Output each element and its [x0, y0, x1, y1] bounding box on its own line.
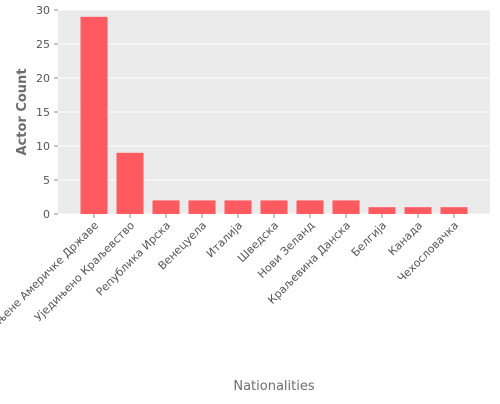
bar [188, 200, 216, 214]
bar [332, 200, 360, 214]
bar [440, 207, 468, 214]
bar [224, 200, 252, 214]
y-tick-label: 30 [36, 4, 50, 17]
y-tick-label: 0 [43, 208, 50, 221]
x-tick-label: Белгија [349, 219, 389, 259]
y-tick-label: 10 [36, 140, 50, 153]
bar [368, 207, 396, 214]
bar [116, 152, 144, 214]
y-tick-label: 25 [36, 38, 50, 51]
bars [80, 16, 468, 214]
bar [296, 200, 324, 214]
bar [260, 200, 288, 214]
bar [404, 207, 432, 214]
bar [80, 16, 108, 214]
x-axis-label: Nationalities [233, 379, 314, 394]
y-axis-label: Actor Count [15, 68, 30, 155]
y-axis-ticks: 0 5 10 15 20 25 30 [36, 4, 58, 221]
y-tick-label: 15 [36, 106, 50, 119]
y-tick-label: 20 [36, 72, 50, 85]
x-tick-label: Сједињене Америчке Државе [0, 219, 101, 350]
y-tick-label: 5 [43, 174, 50, 187]
bar [152, 200, 180, 214]
